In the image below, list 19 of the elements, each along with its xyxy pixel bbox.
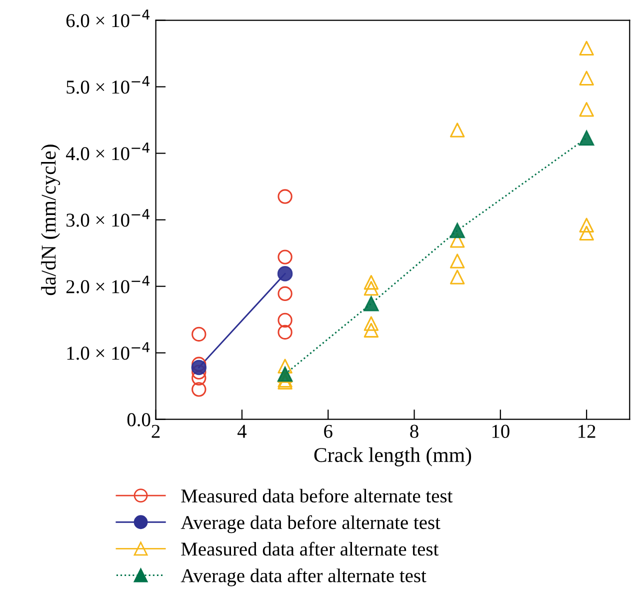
y-tick-label: 1.0 × 10$^{−4}$ — [67, 342, 150, 360]
y-tick-label: 5.0 × 10$^{−4}$ — [66, 76, 150, 94]
y-tick-label: 3.0 × 10$^{−4}$ — [66, 209, 150, 227]
x-tick-label: 6 — [324, 424, 332, 438]
y-tick-label: 0.0 — [127, 413, 150, 426]
x-tick-label: 12 — [578, 424, 596, 438]
y-tick-label: 6.0 × 10$^{−4}$ — [66, 10, 150, 28]
legend-label: Average data after alternate test — [180, 568, 426, 586]
y-tick-label: 2.0 × 10$^{−4}$ — [66, 276, 150, 294]
x-tick-label: 4 — [237, 424, 247, 438]
legend-label: Measured data after alternate test — [181, 542, 439, 556]
x-tick-label: 2 — [152, 424, 160, 438]
x-axis-title: Crack length (mm) — [314, 447, 472, 466]
x-tick-label: 8 — [410, 424, 418, 438]
y-axis-title: da/dN (mm/cycle) — [41, 144, 60, 296]
x-tick-label: 10 — [492, 424, 510, 438]
legend-label: Measured data before alternate test — [181, 488, 453, 503]
y-tick-label: 4.0 × 10$^{−4}$ — [66, 142, 150, 160]
legend-label: Average data before alternate test — [180, 515, 440, 534]
